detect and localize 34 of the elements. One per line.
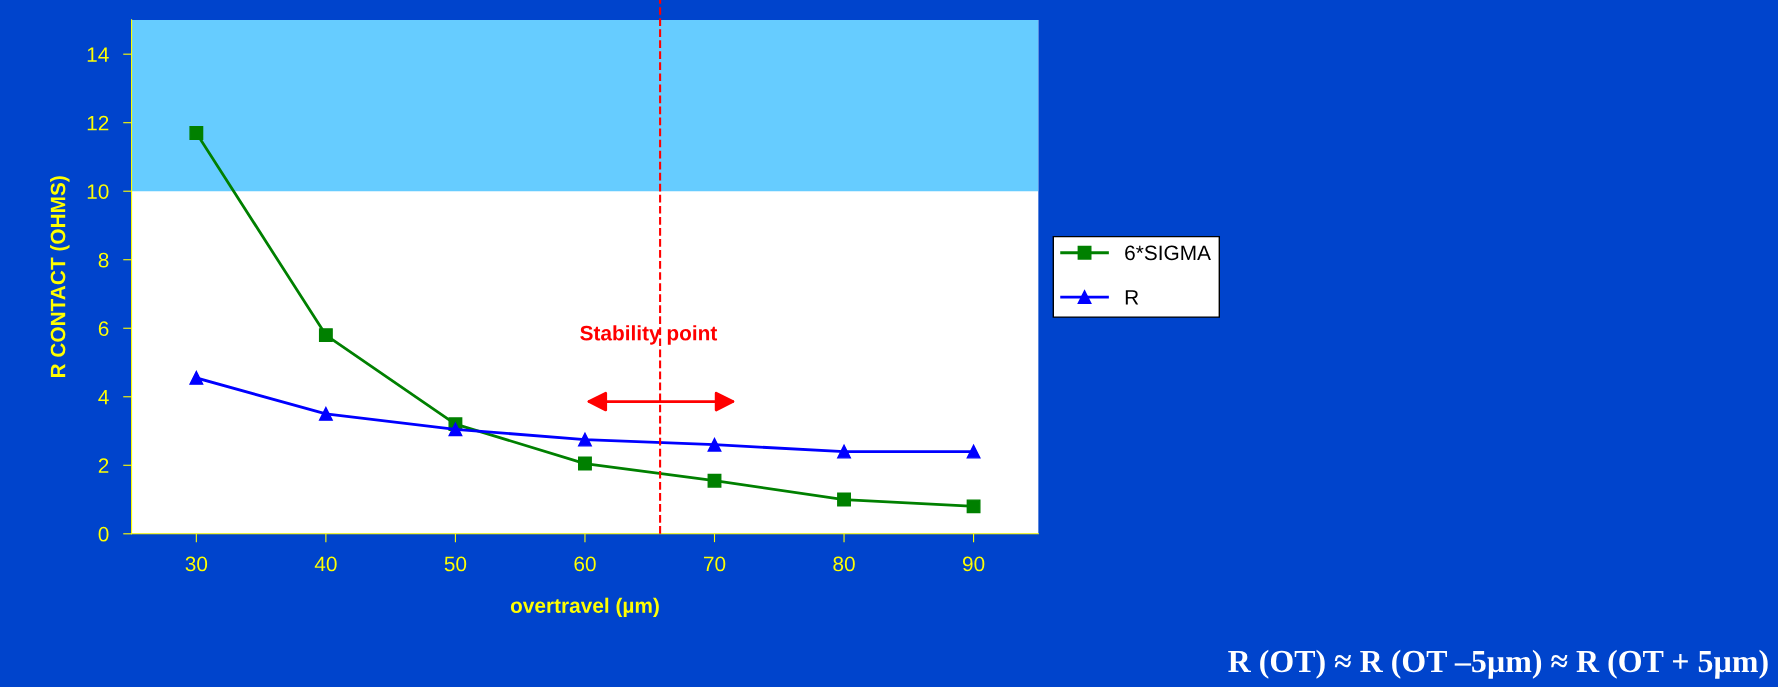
y-tick-label: 6 bbox=[98, 321, 109, 336]
legend-label: R bbox=[1125, 290, 1139, 305]
legend-label: 6*SIGMA bbox=[1125, 245, 1211, 261]
point bbox=[837, 444, 851, 459]
y-tick-label: 10 bbox=[87, 184, 109, 199]
x-tick-label: 50 bbox=[444, 556, 467, 572]
point bbox=[578, 432, 592, 447]
x-tick-label: 70 bbox=[703, 556, 726, 572]
x-tick-label: 60 bbox=[574, 556, 596, 572]
y-tick-label: 0 bbox=[98, 526, 109, 542]
y-tick-label: 2 bbox=[98, 458, 109, 473]
y-axis-title: R CONTACT (OHMS) bbox=[50, 176, 70, 378]
point bbox=[707, 437, 722, 452]
y-tick-label: 4 bbox=[98, 389, 109, 405]
point bbox=[966, 444, 981, 459]
point bbox=[448, 422, 463, 437]
x-tick-label: 80 bbox=[833, 556, 855, 572]
point bbox=[578, 456, 592, 471]
y-tick-label: 14 bbox=[87, 47, 109, 62]
point bbox=[707, 473, 722, 488]
x-tick-label: 90 bbox=[962, 556, 985, 572]
x-tick-label: 30 bbox=[185, 556, 208, 572]
point bbox=[966, 499, 981, 514]
y-tick-label: 12 bbox=[87, 115, 109, 131]
point bbox=[318, 406, 333, 421]
annotation: Stability point bbox=[580, 325, 718, 345]
point bbox=[318, 328, 333, 343]
x-tick-label: 40 bbox=[314, 556, 337, 572]
point bbox=[189, 370, 204, 385]
point bbox=[189, 126, 204, 140]
x-axis-title: overtravel (µm) bbox=[510, 597, 659, 618]
text: R (OT) ≈ R (OT –5µm) ≈ R (OT + 5µm) bbox=[1228, 649, 1768, 679]
y-tick-label: 8 bbox=[98, 252, 109, 268]
point bbox=[837, 492, 851, 507]
